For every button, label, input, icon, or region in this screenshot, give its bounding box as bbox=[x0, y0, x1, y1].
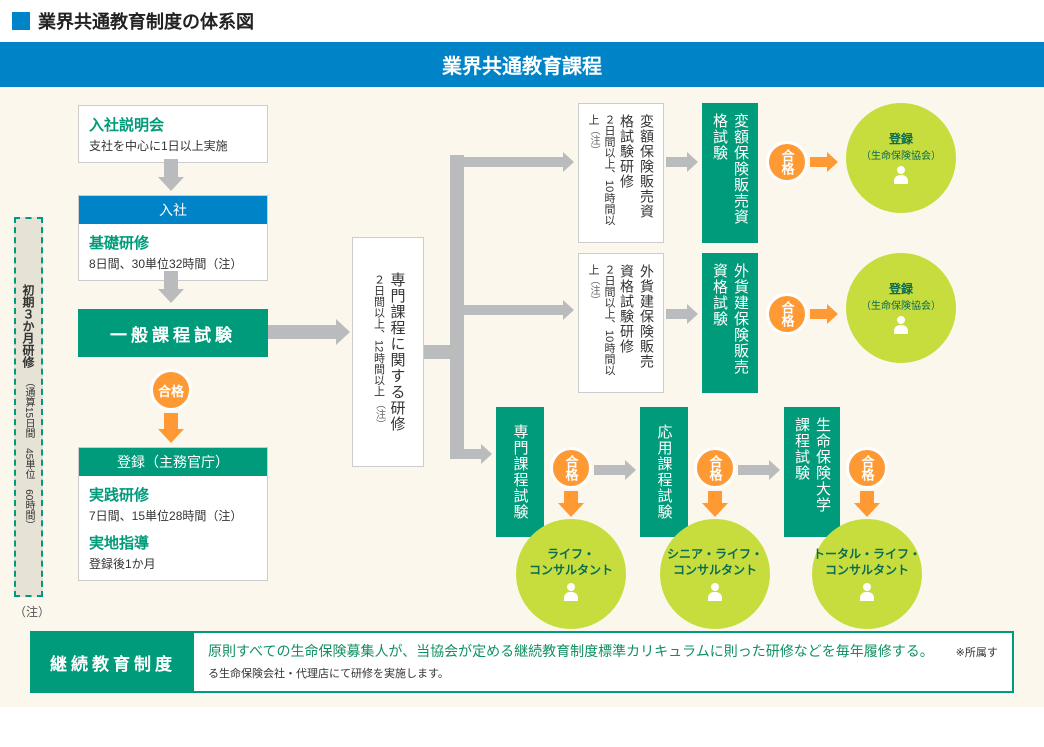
person-icon bbox=[858, 583, 876, 601]
t2-pass-badge: 合格 bbox=[766, 293, 808, 335]
b2-pass-badge: 合格 bbox=[694, 447, 736, 489]
b1-exam-label: 専門課程試験 bbox=[510, 424, 531, 520]
footer-right: 原則すべての生命保険募集人が、当協会が定める継続教育制度標準カリキュラムに則った… bbox=[194, 633, 1012, 691]
t1-exam-label: 変額保険販売資格試験 bbox=[709, 113, 751, 233]
b3-exam-label: 生命保険大学課程試験 bbox=[791, 417, 833, 527]
basic-title: 基礎研修 bbox=[89, 232, 257, 253]
b1-cert: ライフ・ コンサルタント bbox=[529, 547, 613, 578]
b2-exam: 応用課程試験 bbox=[640, 407, 688, 537]
arrow-t2-b bbox=[810, 309, 828, 319]
registration-box: 登録（主務官庁） 実践研修 7日間、15単位28時間（注） 実地指導 登録後1か… bbox=[78, 447, 268, 581]
b1-exam: 専門課程試験 bbox=[496, 407, 544, 537]
t1-reg-title: 登録 bbox=[889, 132, 913, 148]
t2-reg-sub: （生命保険協会） bbox=[861, 297, 941, 312]
b2-cert-circle: シニア・ライフ・ コンサルタント bbox=[660, 519, 770, 629]
b1-cert-circle: ライフ・ コンサルタント bbox=[516, 519, 626, 629]
special-title: 専門課程に関する研修 bbox=[387, 272, 408, 432]
t1-exam: 変額保険販売資格試験 bbox=[702, 103, 758, 243]
registration-header: 登録（主務官庁） bbox=[79, 448, 267, 476]
basic-sub: 8日間、30単位32時間（注） bbox=[89, 255, 257, 272]
field-title: 実地指導 bbox=[89, 532, 257, 553]
b2-arrow-down bbox=[708, 491, 722, 505]
footer-text: 原則すべての生命保険募集人が、当協会が定める継続教育制度標準カリキュラムに則った… bbox=[208, 643, 934, 659]
basic-header: 入社 bbox=[79, 196, 267, 224]
arrow-t1-a bbox=[666, 157, 688, 167]
side-label-main: 初期３か月研修 bbox=[21, 284, 35, 368]
t1-pass-badge: 合格 bbox=[766, 141, 808, 183]
track1-training-box: ２日間以上、10時間以上（注） 変額保険販売資格試験研修 bbox=[578, 103, 664, 243]
b2-exam-label: 応用課程試験 bbox=[654, 424, 675, 520]
arrow-t1-b bbox=[810, 157, 828, 167]
b3-cert-circle: トータル・ライフ・ コンサルタント bbox=[812, 519, 922, 629]
orientation-sub: 支社を中心に1日以上実施 bbox=[89, 137, 257, 154]
side-label-note: （注） bbox=[14, 603, 50, 620]
specialized-training-box: ２日間以上、12時間以上 （注） 専門課程に関する研修 bbox=[352, 237, 424, 467]
diagram-canvas: 初期３か月研修 （通算15日間 45単位 60時間） （注） 入社説明会 支社を… bbox=[0, 87, 1044, 707]
basic-training-box: 入社 基礎研修 8日間、30単位32時間（注） bbox=[78, 195, 268, 281]
conn-v1 bbox=[450, 155, 464, 459]
arrow-to-b1 bbox=[464, 449, 482, 459]
t2-reg-title: 登録 bbox=[889, 282, 913, 298]
t1-training: 変額保険販売資格試験研修 bbox=[617, 114, 657, 232]
t2-exam: 外貨建保険販売資格試験 bbox=[702, 253, 758, 393]
person-icon bbox=[706, 583, 724, 601]
header-bar: 業界共通教育課程 bbox=[0, 42, 1044, 87]
person-icon bbox=[892, 316, 910, 334]
arrow-down-2 bbox=[164, 271, 178, 291]
field-sub: 登録後1か月 bbox=[89, 555, 257, 572]
practice-title: 実践研修 bbox=[89, 484, 257, 505]
special-note: （注） bbox=[374, 400, 385, 430]
b3-arrow-down bbox=[860, 491, 874, 505]
arrow-to-track2 bbox=[464, 305, 564, 315]
t2-registration-circle: 登録 （生命保険協会） bbox=[846, 253, 956, 363]
orientation-title: 入社説明会 bbox=[89, 114, 257, 135]
practice-sub: 7日間、15単位28時間（注） bbox=[89, 507, 257, 524]
footer-bar: 継続教育制度 原則すべての生命保険募集人が、当協会が定める継続教育制度標準カリキ… bbox=[30, 631, 1014, 693]
b3-pass-badge: 合格 bbox=[846, 447, 888, 489]
arrow-right-to-special bbox=[268, 325, 338, 339]
b3-cert: トータル・ライフ・ コンサルタント bbox=[813, 547, 921, 578]
page-title-row: 業界共通教育制度の体系図 bbox=[0, 0, 1044, 42]
track2-training-box: ２日間以上、10時間以上（注） 外貨建保険販売資格試験研修 bbox=[578, 253, 664, 393]
arrow-down-1 bbox=[164, 159, 178, 179]
b1-pass-badge: 合格 bbox=[550, 447, 592, 489]
orientation-box: 入社説明会 支社を中心に1日以上実施 bbox=[78, 105, 268, 163]
title-square-icon bbox=[12, 12, 30, 30]
general-exam-label: 一般課程試験 bbox=[110, 321, 236, 346]
t2-exam-label: 外貨建保険販売資格試験 bbox=[709, 263, 751, 383]
general-exam-box: 一般課程試験 bbox=[78, 309, 268, 357]
conn-h1 bbox=[424, 345, 450, 359]
special-duration: ２日間以上、12時間以上 bbox=[373, 274, 385, 396]
side-label-sub: （通算15日間 45単位 60時間） bbox=[23, 377, 34, 530]
arrow-to-b2 bbox=[594, 465, 626, 475]
t1-registration-circle: 登録 （生命保険協会） bbox=[846, 103, 956, 213]
arrow-down-orange-1 bbox=[164, 413, 178, 431]
person-icon bbox=[892, 166, 910, 184]
pass-badge-1: 合格 bbox=[150, 369, 192, 411]
footer-left: 継続教育制度 bbox=[32, 633, 194, 691]
page-title: 業界共通教育制度の体系図 bbox=[38, 8, 254, 34]
person-icon bbox=[562, 583, 580, 601]
side-period-label: 初期３か月研修 （通算15日間 45単位 60時間） bbox=[14, 217, 43, 597]
arrow-t2-a bbox=[666, 309, 688, 319]
arrow-to-track1 bbox=[464, 157, 564, 167]
t1-reg-sub: （生命保険協会） bbox=[861, 147, 941, 162]
b3-exam: 生命保険大学課程試験 bbox=[784, 407, 840, 537]
b1-arrow-down bbox=[564, 491, 578, 505]
b2-cert: シニア・ライフ・ コンサルタント bbox=[667, 547, 763, 578]
arrow-to-b3 bbox=[738, 465, 770, 475]
t2-training: 外貨建保険販売資格試験研修 bbox=[617, 264, 657, 382]
